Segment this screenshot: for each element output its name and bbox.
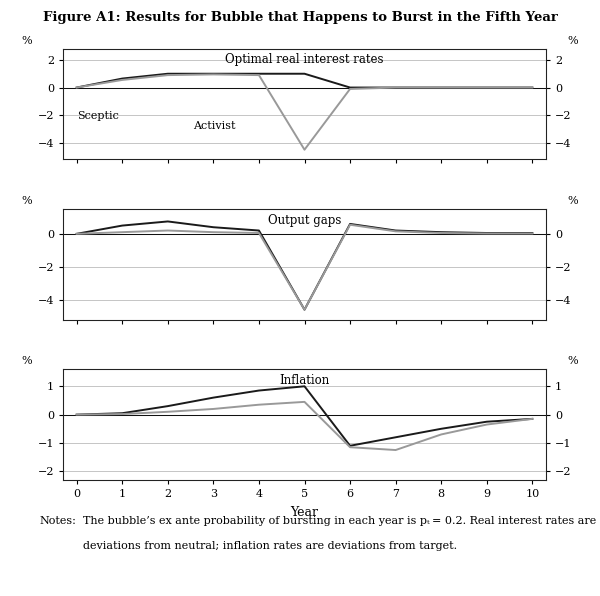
Text: %: % [22, 195, 32, 206]
Text: %: % [567, 36, 578, 45]
Text: Optimal real interest rates: Optimal real interest rates [225, 53, 384, 66]
Text: Activist: Activist [193, 120, 236, 131]
Text: Output gaps: Output gaps [268, 213, 341, 226]
Text: Figure A1: Results for Bubble that Happens to Burst in the Fifth Year: Figure A1: Results for Bubble that Happe… [43, 11, 557, 24]
Text: Inflation: Inflation [280, 374, 329, 387]
Text: The bubble’s ex ante probability of bursting in each year is pₜ = 0.2. Real inte: The bubble’s ex ante probability of burs… [83, 516, 596, 526]
Text: %: % [567, 195, 578, 206]
Text: %: % [567, 356, 578, 366]
Text: %: % [22, 36, 32, 45]
X-axis label: Year: Year [290, 506, 319, 519]
Text: Sceptic: Sceptic [77, 111, 119, 121]
Text: Notes:: Notes: [39, 516, 76, 526]
Text: %: % [22, 356, 32, 366]
Text: deviations from neutral; inflation rates are deviations from target.: deviations from neutral; inflation rates… [83, 541, 457, 551]
